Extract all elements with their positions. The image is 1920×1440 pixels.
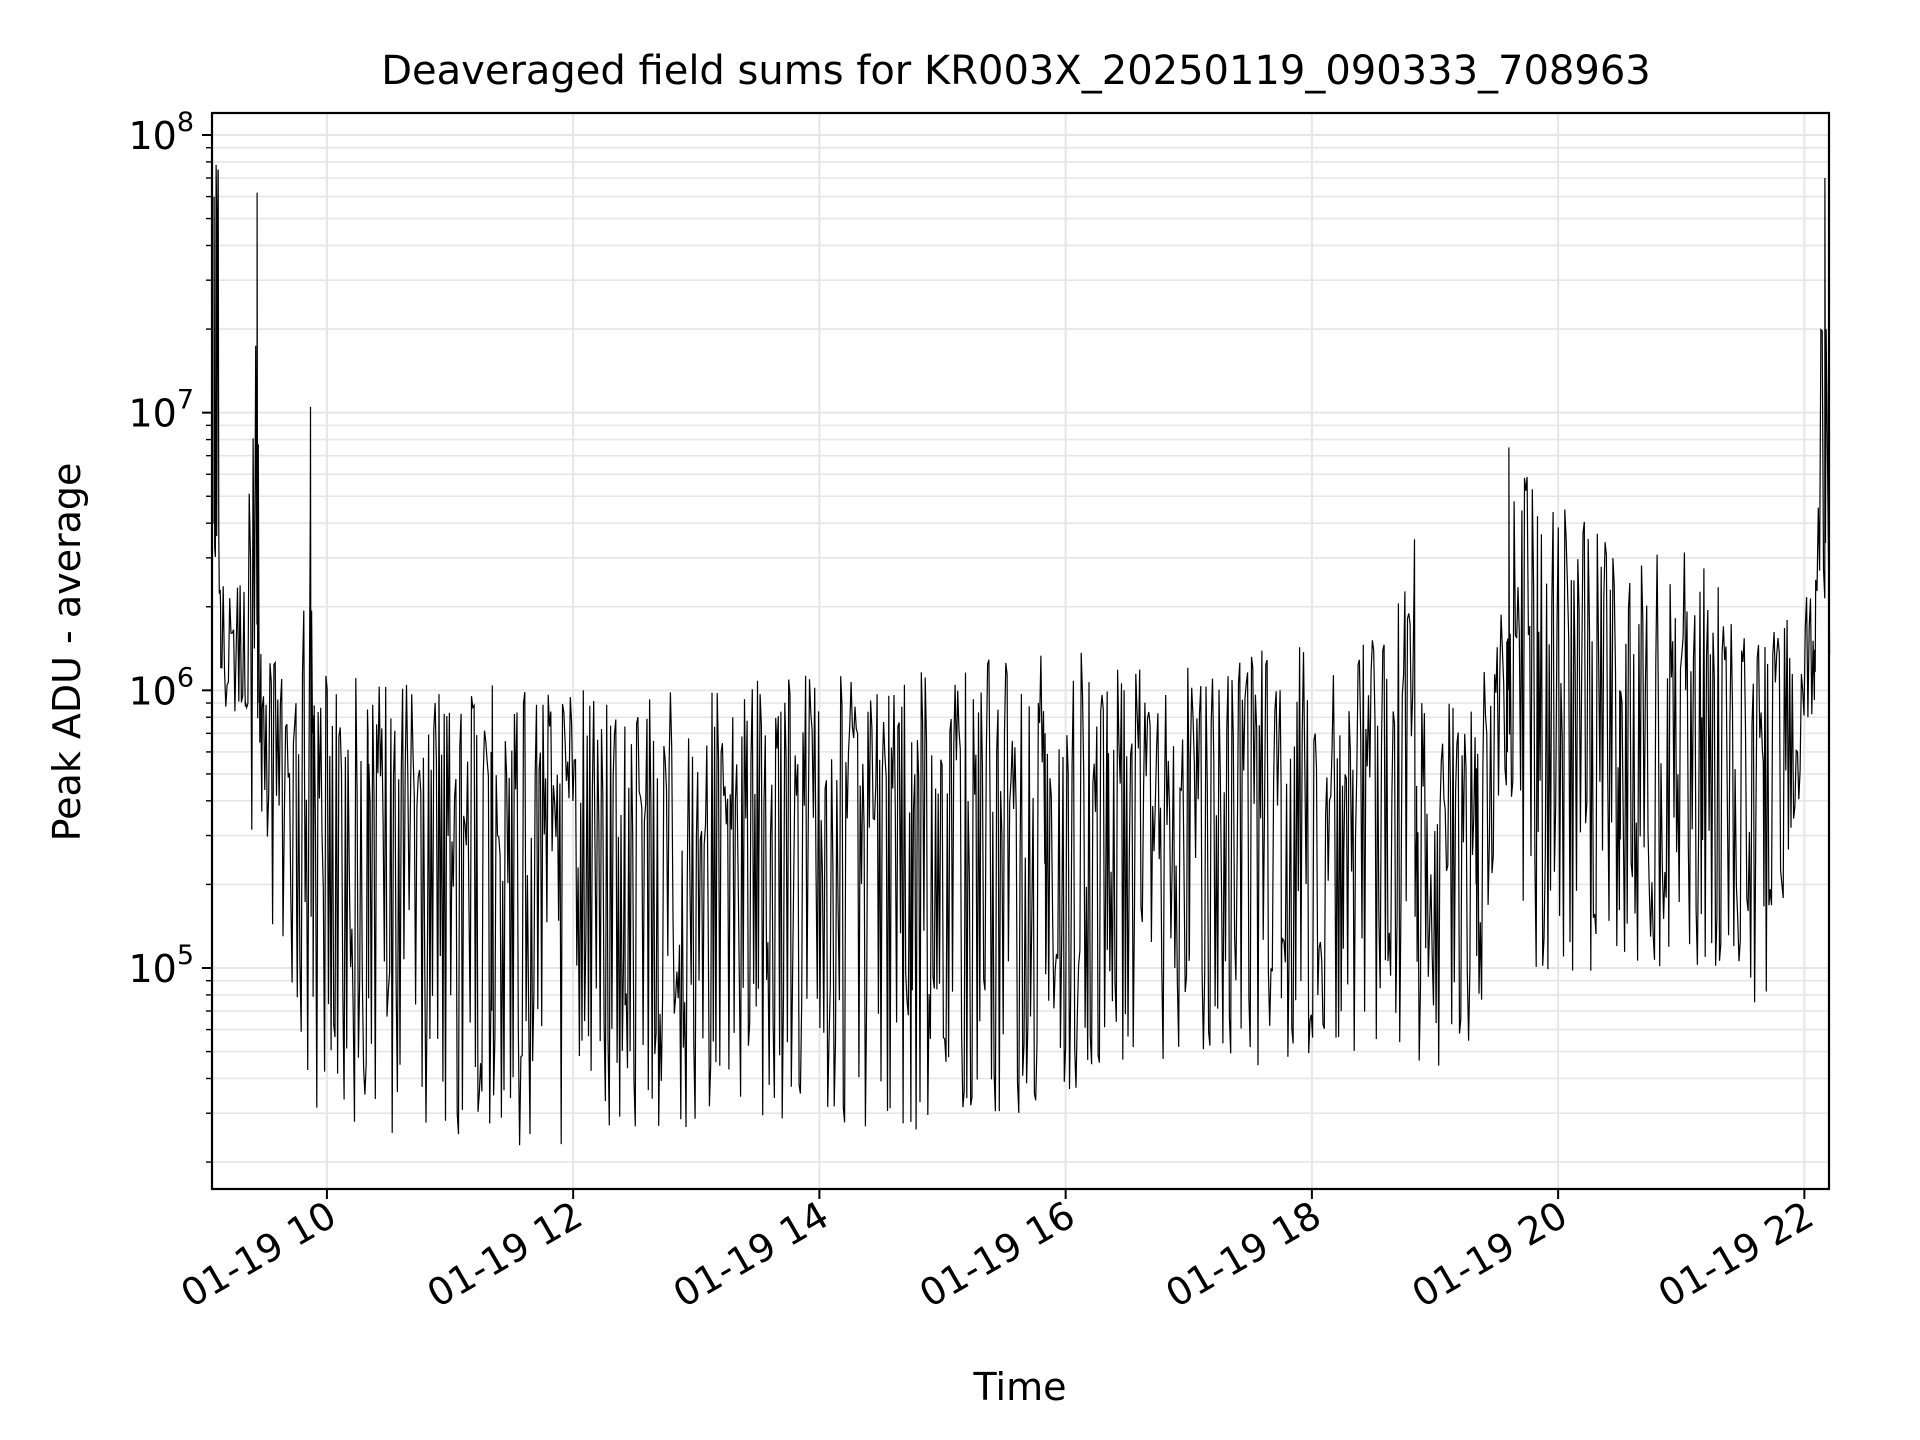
chart-title: Deaveraged field sums for KR003X_2025011… (381, 48, 1650, 94)
x-axis-label: Time (973, 1365, 1067, 1409)
y-axis-label: Peak ADU - average (45, 463, 89, 842)
y-tick-label: 106 (128, 662, 194, 713)
y-tick-label: 105 (128, 940, 194, 991)
plot-frame (210, 111, 1831, 1191)
data-series (213, 164, 1831, 1146)
series-line (213, 164, 1831, 1146)
y-tick-label: 107 (128, 385, 194, 436)
y-tick-label: 108 (128, 107, 194, 158)
